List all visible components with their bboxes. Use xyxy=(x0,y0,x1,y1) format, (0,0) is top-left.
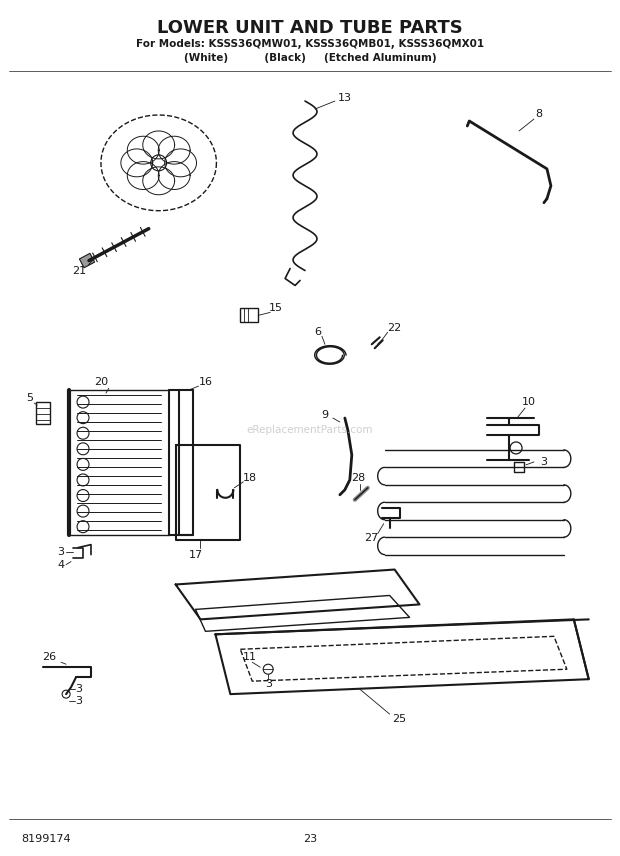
Text: 21: 21 xyxy=(72,265,86,276)
Bar xyxy=(79,253,95,268)
Text: 5: 5 xyxy=(26,393,33,403)
Text: 3: 3 xyxy=(76,696,82,706)
Text: For Models: KSSS36QMW01, KSSS36QMB01, KSSS36QMX01: For Models: KSSS36QMW01, KSSS36QMB01, KS… xyxy=(136,39,484,50)
Text: 3: 3 xyxy=(76,684,82,694)
Text: 28: 28 xyxy=(351,473,365,483)
Bar xyxy=(36,402,50,424)
Text: 25: 25 xyxy=(392,714,407,724)
Text: 4: 4 xyxy=(58,560,64,569)
Bar xyxy=(241,308,259,323)
Text: 20: 20 xyxy=(94,377,108,387)
Text: 3: 3 xyxy=(541,457,547,467)
Text: 23: 23 xyxy=(303,834,317,844)
Text: 22: 22 xyxy=(388,324,402,333)
Text: 3: 3 xyxy=(58,547,64,556)
Text: 11: 11 xyxy=(243,652,257,663)
Text: 13: 13 xyxy=(338,93,352,103)
Text: 6: 6 xyxy=(314,327,321,337)
Text: 8199174: 8199174 xyxy=(21,834,71,844)
Text: 27: 27 xyxy=(365,532,379,543)
Text: 8: 8 xyxy=(536,109,542,119)
Text: 9: 9 xyxy=(321,410,329,420)
Text: eReplacementParts.com: eReplacementParts.com xyxy=(247,425,373,435)
Text: 17: 17 xyxy=(188,550,203,560)
Text: 3: 3 xyxy=(265,679,272,689)
Text: 26: 26 xyxy=(42,652,56,663)
Text: 16: 16 xyxy=(198,377,213,387)
Text: 18: 18 xyxy=(243,473,257,483)
Text: 15: 15 xyxy=(269,303,283,313)
Text: (White)          (Black)     (Etched Aluminum): (White) (Black) (Etched Aluminum) xyxy=(184,53,436,63)
Text: 10: 10 xyxy=(522,397,536,407)
Text: LOWER UNIT AND TUBE PARTS: LOWER UNIT AND TUBE PARTS xyxy=(157,20,463,38)
